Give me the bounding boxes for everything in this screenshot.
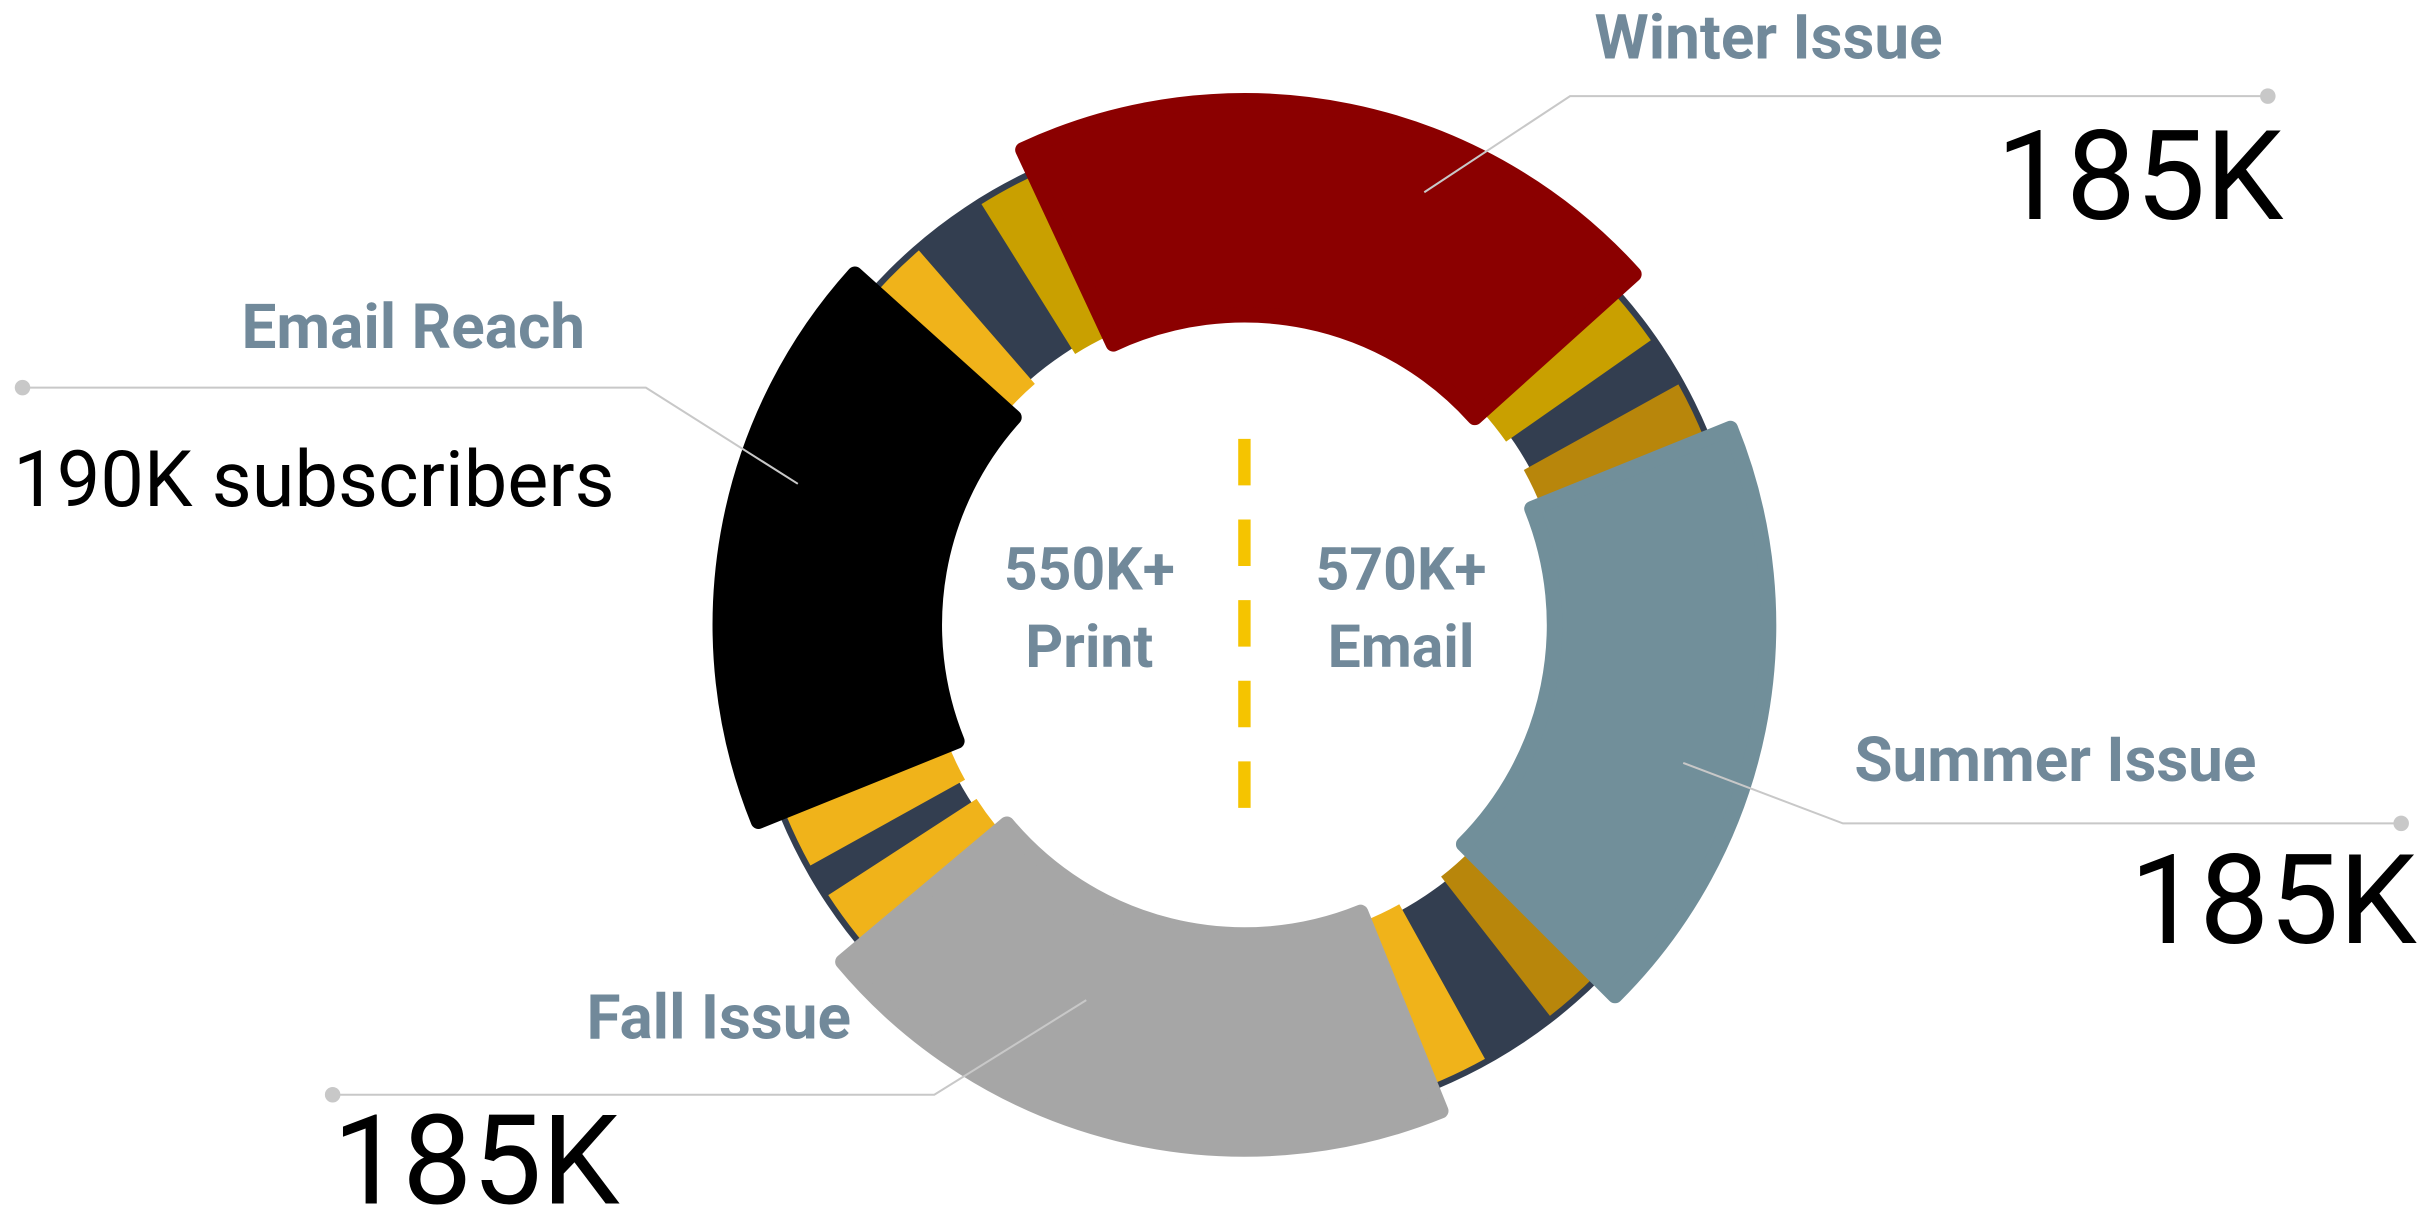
center-label: Print [1025, 613, 1153, 682]
leader-line [1682, 761, 2402, 825]
ring-segment [835, 816, 1449, 1157]
center-value: 570K+ [1316, 535, 1487, 604]
segment-label: Fall Issue [586, 981, 851, 1054]
leader-line [1423, 95, 2268, 194]
leader-line [332, 999, 1087, 1096]
leader-dot [2260, 88, 2276, 104]
segment-value: 185K [2130, 829, 2417, 974]
ring [712, 93, 1777, 1157]
segment-label: Email Reach [242, 291, 585, 364]
leader-dot [14, 379, 31, 396]
leader-dot [324, 1086, 341, 1103]
leader-dot [2393, 815, 2409, 832]
segment-label: Winter Issue [1594, 1, 1942, 74]
ring-segment [1015, 93, 1642, 426]
ring-segment [712, 266, 1022, 829]
segment-label: Summer Issue [1854, 724, 2256, 797]
segment-value: 190K subscribers [13, 434, 614, 525]
leader-line [22, 386, 799, 485]
segment-value: 185K [1996, 105, 2283, 250]
ring-segment [1455, 420, 1777, 1004]
segment-value: 185K [333, 1089, 620, 1225]
center-label: Email [1328, 613, 1475, 682]
center-value: 550K+ [1004, 535, 1175, 604]
